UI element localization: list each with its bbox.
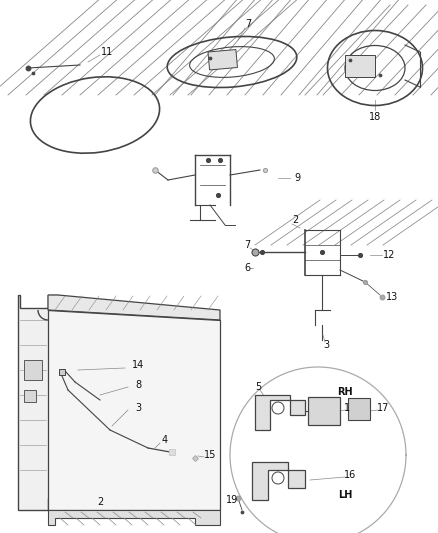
Text: LH: LH — [338, 490, 352, 500]
Text: 14: 14 — [132, 360, 144, 370]
Polygon shape — [18, 295, 58, 510]
Bar — [348, 398, 370, 420]
Text: 19: 19 — [226, 495, 238, 505]
Text: 2: 2 — [292, 215, 298, 225]
Text: 8: 8 — [135, 380, 141, 390]
Text: 7: 7 — [244, 240, 250, 250]
Text: 17: 17 — [377, 403, 389, 413]
Polygon shape — [48, 310, 220, 510]
Polygon shape — [48, 510, 220, 525]
Text: 7: 7 — [245, 19, 251, 29]
Text: 12: 12 — [383, 250, 395, 260]
Text: 3: 3 — [323, 340, 329, 350]
Text: 11: 11 — [101, 47, 113, 57]
Bar — [24, 360, 42, 380]
Text: 5: 5 — [255, 382, 261, 392]
Bar — [308, 397, 340, 425]
Bar — [24, 390, 36, 402]
Text: 16: 16 — [344, 470, 356, 480]
Polygon shape — [252, 462, 305, 500]
Text: 2: 2 — [97, 497, 103, 507]
Text: 4: 4 — [162, 435, 168, 445]
Polygon shape — [48, 295, 220, 320]
Text: 9: 9 — [294, 173, 300, 183]
Text: 18: 18 — [369, 112, 381, 122]
Text: 15: 15 — [204, 450, 216, 460]
Text: RH: RH — [337, 387, 353, 397]
Text: 6: 6 — [244, 263, 250, 273]
Polygon shape — [255, 395, 305, 430]
Text: 1: 1 — [344, 403, 350, 413]
Bar — [208, 50, 237, 70]
Text: 13: 13 — [386, 292, 398, 302]
Text: 3: 3 — [135, 403, 141, 413]
Bar — [345, 55, 375, 77]
